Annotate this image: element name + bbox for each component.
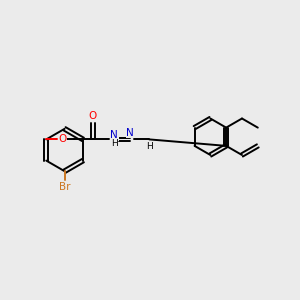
Text: H: H <box>111 139 118 148</box>
Text: O: O <box>88 111 97 122</box>
Text: O: O <box>58 134 67 144</box>
Text: N: N <box>110 130 118 140</box>
Text: H: H <box>146 142 153 151</box>
Text: N: N <box>126 128 134 138</box>
Text: Br: Br <box>59 182 70 191</box>
